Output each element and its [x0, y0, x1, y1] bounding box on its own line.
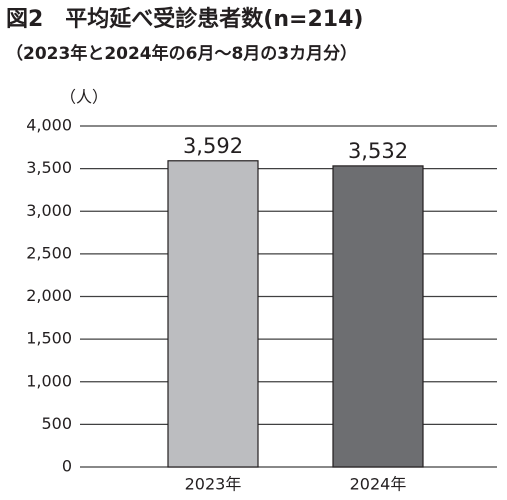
value-label: 3,592: [183, 134, 243, 158]
y-tick-label: 1,000: [26, 371, 72, 390]
chart-title: 図2 平均延べ受診患者数(n=214): [6, 6, 363, 32]
y-tick-label: 4,000: [26, 116, 72, 135]
y-tick-label: 500: [41, 414, 72, 433]
x-tick-label: 2023年: [185, 475, 242, 494]
value-label: 3,532: [348, 139, 408, 163]
bar: [167, 160, 259, 468]
bar: [332, 165, 424, 468]
y-tick-label: 3,500: [26, 158, 72, 177]
x-tick-label: 2024年: [350, 475, 407, 494]
y-tick-label: 2,500: [26, 243, 72, 262]
y-tick-label: 2,000: [26, 286, 72, 305]
y-tick-label: 1,500: [26, 329, 72, 348]
y-tick-label: 0: [62, 457, 72, 476]
y-tick-label: 3,000: [26, 201, 72, 220]
y-axis-label: （人）: [60, 88, 108, 107]
chart-subtitle: （2023年と2024年の6月～8月の3カ月分）: [6, 43, 357, 64]
